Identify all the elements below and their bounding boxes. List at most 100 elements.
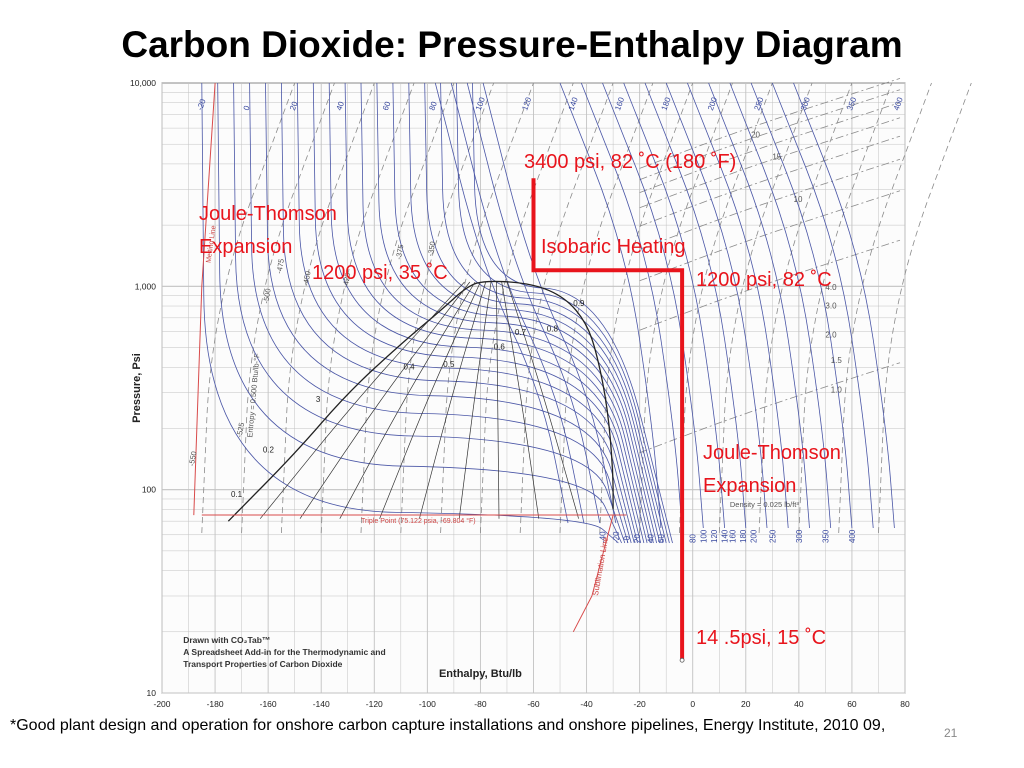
process-label-jt-2: Expansion (199, 236, 292, 258)
entropy-label: -425 (341, 272, 352, 288)
x-tick-label: -200 (153, 699, 170, 709)
isotherm-top-label: 250 (752, 96, 765, 112)
isotherm-bottom-label: 60 (657, 534, 666, 543)
density-line (639, 190, 901, 282)
isotherm-top-label: 100 (474, 96, 487, 112)
entropy-label: -475 (275, 258, 286, 274)
density-label: 1.5 (831, 356, 843, 365)
x-tick-label: -120 (366, 699, 383, 709)
melting-line (193, 82, 216, 516)
quality-label: 0.4 (403, 362, 415, 371)
isotherm-bottom-label: 120 (710, 529, 719, 543)
y-axis-label: Pressure, Psi (131, 353, 143, 423)
quality-line (458, 281, 492, 519)
isotherm-line (434, 82, 569, 524)
credit-line: A Spreadsheet Add-in for the Thermodynam… (183, 647, 385, 657)
isotherm-bottom-label: 140 (721, 529, 730, 543)
isotherm-bottom-label: 20 (633, 534, 642, 543)
isotherm-line (265, 82, 632, 544)
entropy-line (400, 82, 495, 534)
density-label: 10 (794, 195, 803, 204)
x-tick-label: -140 (313, 699, 330, 709)
isotherm-bottom-label: 350 (821, 529, 830, 543)
density-label: 15 (772, 153, 781, 162)
isotherm-top-label: 0 (242, 104, 252, 112)
quality-label: 0.9 (573, 299, 585, 308)
process-label-jt-1: Joule-Thomson (199, 203, 337, 225)
quality-line (259, 281, 465, 519)
density-label: 4.0 (825, 283, 837, 292)
isotherm-bottom-label: 160 (729, 529, 738, 543)
isotherm-line (644, 82, 747, 529)
x-tick-label: 40 (794, 699, 804, 709)
density-annotation: Density = 0.025 lb/ft³ (730, 500, 799, 509)
quality-line (379, 281, 481, 519)
isotherm-line (296, 82, 638, 544)
isotherm-top-label: 80 (427, 100, 439, 112)
entropy-line (639, 82, 733, 534)
entropy-line (320, 82, 415, 534)
isotherm-line (424, 82, 664, 544)
isotherm-line (729, 82, 832, 529)
isotherm-bottom-label: 200 (750, 529, 759, 543)
isotherm-bottom-label: 180 (739, 529, 748, 543)
x-tick-label: -20 (633, 699, 646, 709)
x-tick-label: -40 (580, 699, 593, 709)
isotherm-bottom-label: 80 (689, 534, 698, 543)
isotherm-top-label: 120 (520, 96, 533, 112)
isotherm-line (793, 82, 895, 529)
entropy-label: -525 (235, 422, 246, 438)
quality-label: 0.6 (494, 342, 506, 351)
isotherm-top-label: 160 (613, 96, 626, 112)
quality-label: 0.2 (263, 446, 275, 455)
isotherm-bottom-label: -40 (598, 531, 607, 543)
entropy-line (718, 82, 813, 534)
slide-title: Carbon Dioxide: Pressure-Enthalpy Diagra… (121, 24, 903, 65)
isotherm-line (312, 82, 642, 544)
density-line (639, 135, 901, 227)
density-line (639, 78, 901, 169)
y-tick-label: 1,000 (135, 281, 157, 291)
isotherm-bottom-label: 250 (768, 529, 777, 543)
quality-line (339, 281, 476, 519)
entropy-line (281, 82, 375, 534)
isotherm-line (344, 82, 648, 544)
quality-label: 0.7 (515, 328, 527, 337)
entropy-line (360, 82, 455, 534)
entropy-line (679, 82, 773, 534)
process-label-3400psi: 3400 psi, 82 ˚C (180 ˚F) (524, 151, 736, 173)
isotherm-top-label: 20 (288, 100, 300, 112)
isotherm-top-label: 40 (335, 100, 347, 112)
entropy-line (241, 82, 335, 534)
entropy-line (559, 82, 654, 534)
x-tick-label: 20 (741, 699, 751, 709)
process-path (531, 178, 685, 661)
isotherm-line (466, 82, 601, 524)
quality-line (506, 281, 579, 519)
entropy-label: -375 (394, 244, 405, 260)
isotherm-line (750, 82, 853, 529)
entropy-line (440, 82, 534, 534)
x-tick-label: -180 (207, 699, 224, 709)
quality-label: 0.8 (547, 324, 559, 333)
density-line (639, 239, 901, 331)
entropy-line (480, 82, 574, 534)
isotherm-top-label: -20 (195, 97, 208, 111)
isotherm-line (376, 82, 654, 544)
density-line (639, 362, 901, 454)
isotherm-line (217, 82, 622, 544)
density-line (639, 158, 901, 250)
isotherm-top-label: 300 (799, 96, 812, 112)
isotherm-line (687, 82, 789, 529)
x-tick-label: -160 (260, 699, 277, 709)
sublimation-line (572, 514, 614, 633)
x-tick-label: -100 (419, 699, 436, 709)
isotherm-top-label: 350 (845, 96, 858, 112)
entropy-line (878, 82, 972, 534)
isotherm-line (281, 82, 635, 544)
quality-label: 0.1 (231, 490, 243, 499)
isotherm-line (392, 82, 657, 544)
isotherm-bottom-label: -20 (612, 531, 621, 543)
isotherm-top-label: 140 (567, 96, 580, 112)
isotherm-top-label: 180 (660, 96, 673, 112)
